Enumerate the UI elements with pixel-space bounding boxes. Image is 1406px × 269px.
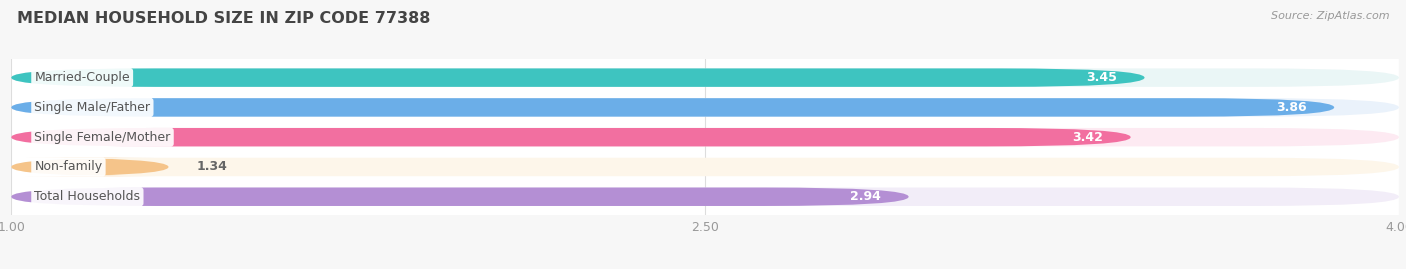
Text: Total Households: Total Households (34, 190, 141, 203)
FancyBboxPatch shape (11, 68, 1144, 87)
FancyBboxPatch shape (11, 187, 908, 206)
Text: Non-family: Non-family (34, 161, 103, 174)
Text: Single Male/Father: Single Male/Father (34, 101, 150, 114)
Text: 2.94: 2.94 (851, 190, 882, 203)
FancyBboxPatch shape (11, 68, 1399, 87)
Text: 3.45: 3.45 (1085, 71, 1116, 84)
Text: 3.86: 3.86 (1275, 101, 1306, 114)
FancyBboxPatch shape (11, 158, 169, 176)
FancyBboxPatch shape (11, 158, 1399, 176)
FancyBboxPatch shape (11, 98, 1399, 117)
FancyBboxPatch shape (11, 98, 1334, 117)
Text: 3.42: 3.42 (1071, 131, 1102, 144)
FancyBboxPatch shape (11, 128, 1130, 146)
FancyBboxPatch shape (11, 187, 1399, 206)
Text: 1.34: 1.34 (197, 161, 228, 174)
Text: Single Female/Mother: Single Female/Mother (34, 131, 170, 144)
Text: Source: ZipAtlas.com: Source: ZipAtlas.com (1271, 11, 1389, 21)
FancyBboxPatch shape (11, 128, 1399, 146)
Text: Married-Couple: Married-Couple (34, 71, 129, 84)
Text: MEDIAN HOUSEHOLD SIZE IN ZIP CODE 77388: MEDIAN HOUSEHOLD SIZE IN ZIP CODE 77388 (17, 11, 430, 26)
